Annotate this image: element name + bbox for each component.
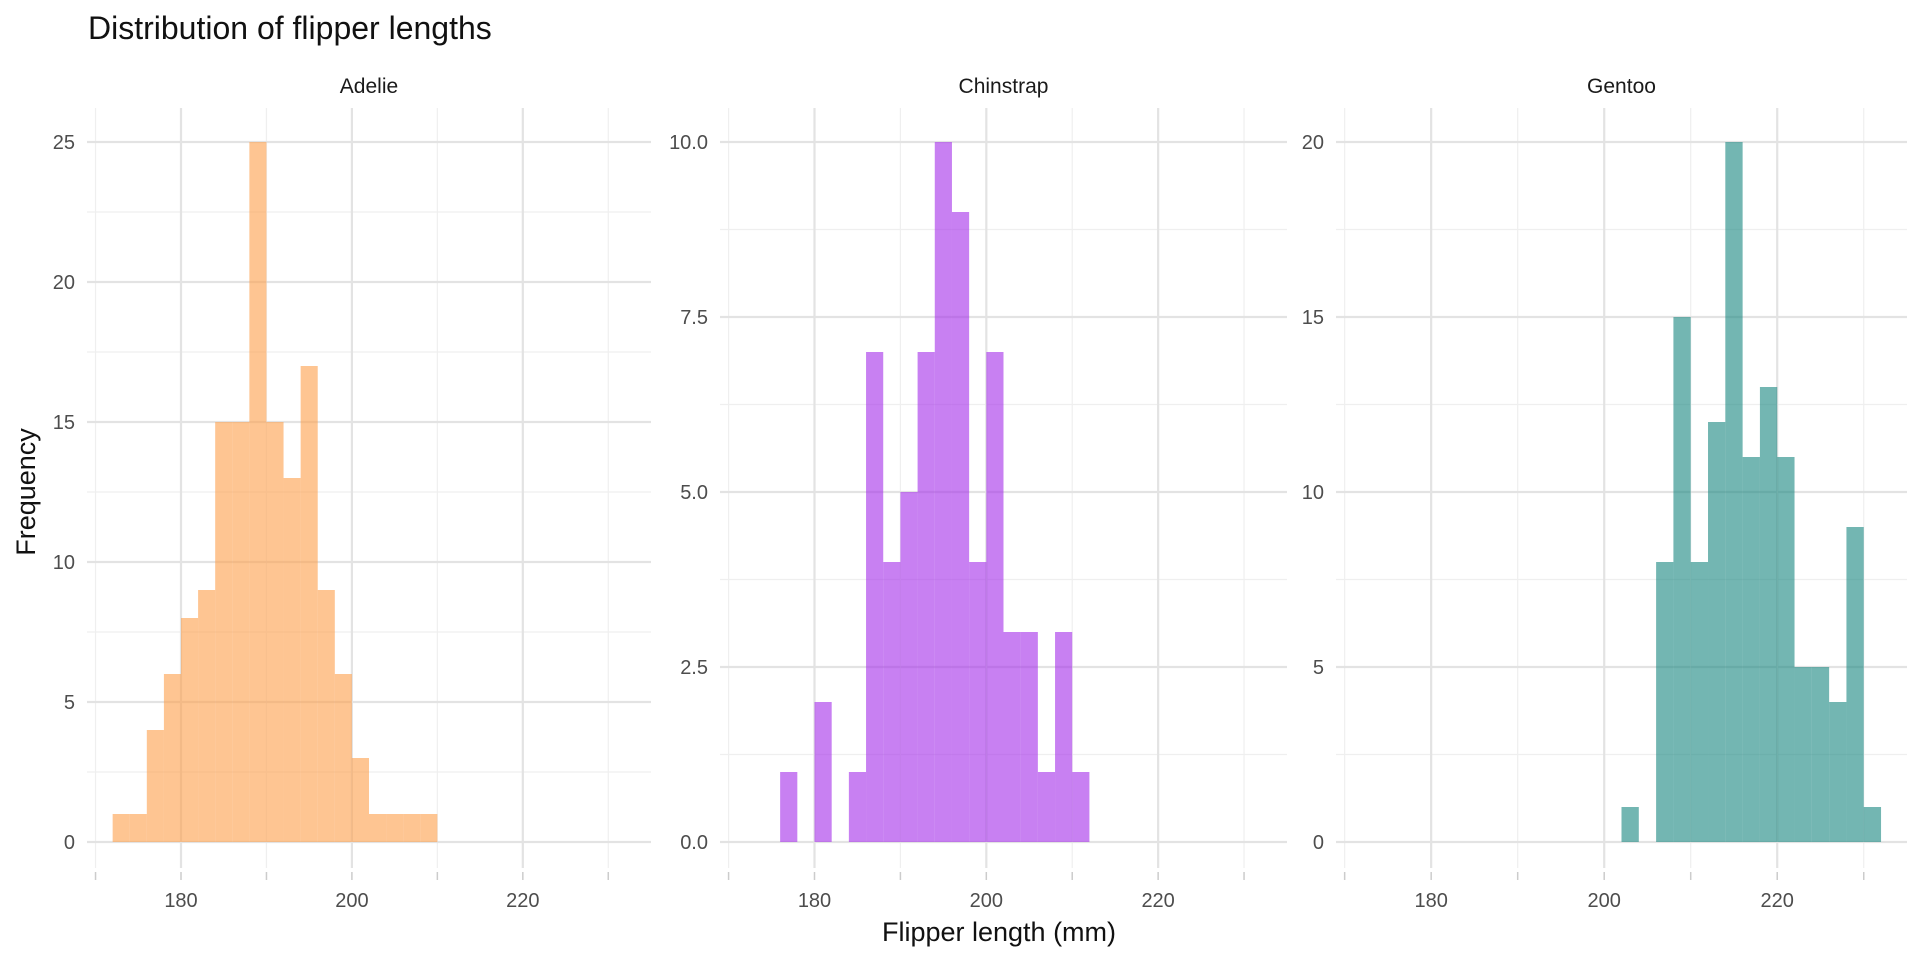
y-tick-label: 20: [1302, 132, 1324, 154]
histogram-bar: [317, 590, 335, 842]
histogram-bar: [112, 814, 130, 842]
histogram-bar: [969, 562, 987, 842]
y-axis-title: Frequency: [11, 428, 41, 556]
y-tick-label: 5: [64, 692, 75, 714]
histogram-bar: [1020, 632, 1038, 842]
histogram-bar: [351, 758, 369, 842]
y-tick-label: 5.0: [680, 482, 708, 504]
panel-gentoo: Gentoo 0 5 10 15 20 180 200 220: [1302, 75, 1907, 912]
histogram-bar: [403, 814, 421, 842]
histogram-bar: [1742, 457, 1760, 842]
histogram-bar: [866, 352, 884, 842]
histogram-bar: [334, 674, 352, 842]
histogram-bar: [1863, 807, 1882, 842]
x-tick-label: 220: [506, 890, 539, 912]
y-tick-label: 15: [53, 412, 75, 434]
histogram-bar: [1708, 422, 1726, 842]
histogram-bar: [420, 814, 438, 842]
y-tick-label: 25: [53, 132, 75, 154]
histogram-bar: [1777, 457, 1795, 842]
histogram-bar: [386, 814, 404, 842]
y-tick-label: 5: [1313, 657, 1324, 679]
histogram-bar: [181, 618, 199, 842]
histogram-bar: [1037, 772, 1056, 842]
histogram-bar: [917, 352, 935, 842]
y-tick-label: 10.0: [669, 132, 708, 154]
y-tick-label: 20: [53, 272, 75, 294]
x-tick-label: 220: [1141, 890, 1174, 912]
histogram-bar: [986, 352, 1004, 842]
histogram-bar: [1656, 562, 1674, 842]
histogram-bar: [1072, 772, 1090, 842]
panel-chinstrap: Chinstrap 0.0 2.5 5.0 7.5 10.0 180 200 220: [669, 75, 1287, 912]
x-tick-label: 200: [1588, 890, 1621, 912]
histogram-bar: [369, 814, 387, 842]
histogram-bar: [249, 142, 267, 842]
histogram-bar: [1759, 387, 1778, 842]
histogram-bar: [1003, 632, 1021, 842]
x-tick-label: 180: [798, 890, 831, 912]
x-tick-label: 200: [335, 890, 368, 912]
facet-label: Chinstrap: [959, 75, 1049, 98]
histogram-bar: [1055, 632, 1073, 842]
y-tick-label: 0: [64, 832, 75, 854]
histogram-bar: [780, 772, 798, 842]
histogram-bar: [814, 702, 832, 842]
histogram-bar: [883, 562, 901, 842]
y-tick-label: 10: [53, 552, 75, 574]
histogram-bar: [198, 590, 216, 842]
y-tick-label: 2.5: [680, 657, 708, 679]
facet-label: Gentoo: [1587, 75, 1656, 98]
histogram-bar: [1725, 142, 1743, 842]
histogram-bar: [1829, 702, 1847, 842]
histogram-bar: [900, 492, 918, 842]
x-axis-title: Flipper length (mm): [882, 917, 1116, 947]
x-tick-label: 220: [1761, 890, 1794, 912]
histogram-bar: [232, 422, 250, 842]
y-tick-label: 7.5: [680, 307, 708, 329]
histogram-bar: [300, 366, 318, 842]
histogram-bar: [163, 674, 181, 842]
x-tick-label: 200: [970, 890, 1003, 912]
y-tick-label: 0: [1313, 832, 1324, 854]
histogram-bar: [848, 772, 867, 842]
y-tick-label: 15: [1302, 307, 1324, 329]
histogram-bar: [1811, 667, 1830, 842]
histogram-bar: [934, 142, 952, 842]
y-tick-label: 10: [1302, 482, 1324, 504]
histogram-bar: [283, 478, 301, 842]
histogram-bar: [1673, 317, 1691, 842]
histogram-bar: [129, 814, 147, 842]
panel-adelie: Adelie 0 5 10 15 20 25 180 200 220: [53, 75, 651, 912]
x-tick-label: 180: [1414, 890, 1447, 912]
histogram-bar: [1846, 527, 1864, 842]
histogram-bar: [215, 422, 233, 842]
chart-title: Distribution of flipper lengths: [88, 10, 492, 46]
facet-label: Adelie: [340, 75, 398, 98]
histogram-bar: [951, 212, 970, 842]
histogram-bar: [266, 422, 284, 842]
histogram-bar: [1794, 667, 1812, 842]
histogram-bar: [1690, 562, 1709, 842]
histogram-bar: [1621, 807, 1639, 842]
histogram-bar: [146, 730, 164, 842]
y-tick-label: 0.0: [680, 832, 708, 854]
x-tick-label: 180: [164, 890, 197, 912]
